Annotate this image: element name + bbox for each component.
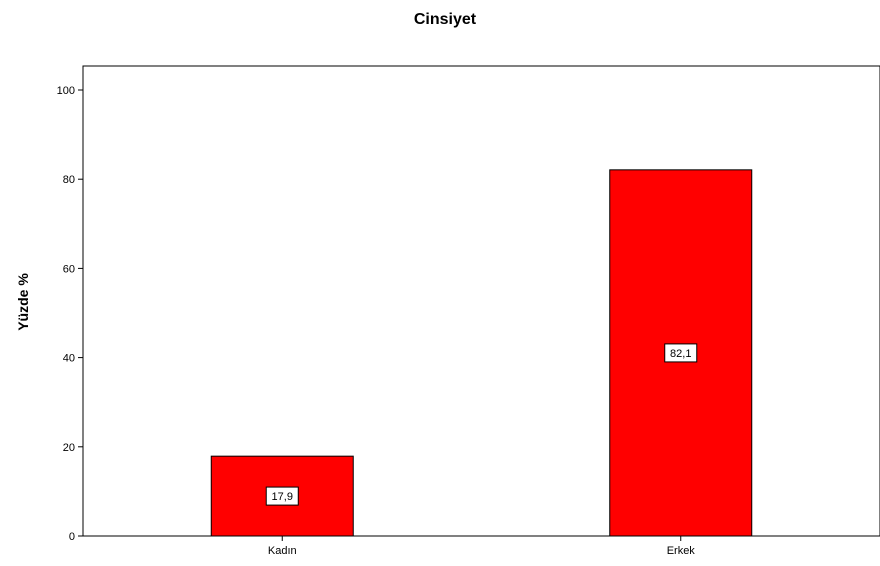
plot-area bbox=[82, 65, 880, 537]
data-label-box bbox=[664, 343, 698, 363]
y-axis-label: Yüzde % bbox=[15, 273, 31, 331]
y-tick-label: 80 bbox=[63, 174, 75, 186]
y-tick-label: 60 bbox=[63, 263, 75, 275]
bars: 17,9 82,1 bbox=[210, 169, 753, 537]
x-tick-label: Kadın bbox=[268, 545, 297, 557]
data-label: 82,1 bbox=[670, 348, 691, 360]
data-label-box bbox=[265, 486, 299, 506]
y-tick-label: 20 bbox=[63, 442, 75, 454]
y-axis-ticks: 0 20 40 60 80 100 bbox=[57, 85, 83, 543]
y-tick-label: 0 bbox=[69, 531, 75, 543]
y-tick-label: 100 bbox=[57, 85, 75, 97]
x-tick-label: Erkek bbox=[667, 545, 696, 557]
x-axis-ticks: Kadın Erkek bbox=[268, 536, 695, 557]
y-tick-label: 40 bbox=[63, 353, 75, 365]
chart-title: Cinsiyet bbox=[414, 11, 477, 28]
data-label: 17,9 bbox=[272, 491, 293, 503]
